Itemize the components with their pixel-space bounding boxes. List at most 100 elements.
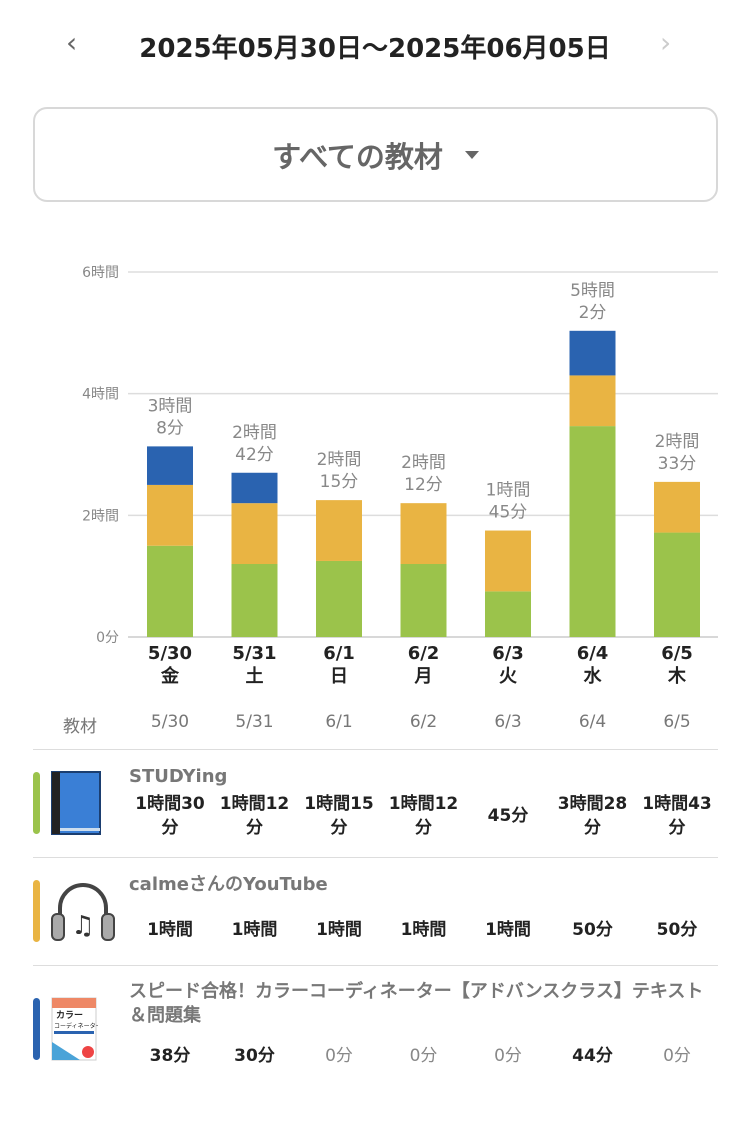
bar-segment-calmeさんのYouT [147,484,193,546]
table-header-date: 5/30 [150,712,190,732]
x-tick-date: 6/1 [323,643,355,664]
bar-segment-スピード合格！カラーコー [147,446,193,485]
material-time-value: 1時間 [147,920,193,940]
book-cover-icon: カラー コーディネーター [50,996,112,1062]
total-label-hours: 2時間 [401,453,446,473]
material-name: STUDYing [129,766,228,787]
bar-segment-calmeさんのYouT [316,500,362,561]
material-filter-label: すべての教材 [272,139,443,174]
date-range-header: ‹ 2025年05月30日〜2025年06月05日 › [0,22,750,66]
total-label-minutes: 33分 [658,454,697,474]
color-indicator [33,880,40,942]
bar-segment-calmeさんのYouT [485,530,531,592]
table-header-date: 6/4 [578,712,607,732]
total-label-hours: 3時間 [148,396,193,416]
svg-text:カラー: カラー [56,1010,83,1021]
material-time-value: 0分 [409,1046,438,1066]
table-header-date: 5/31 [235,712,274,732]
table-header-date: 6/1 [325,712,353,732]
date-range-title: 2025年05月30日〜2025年06月05日 [139,34,611,64]
material-time-value: 1時間30分 [135,794,205,838]
total-label-hours: 5時間 [570,281,615,301]
y-tick-label: 0分 [96,630,119,646]
next-week-chevron-right-icon[interactable]: › [660,26,672,59]
material-time-value: 0分 [663,1046,691,1066]
x-tick-date: 6/4 [577,643,609,664]
material-time-value: 1時間 [316,920,362,940]
material-time-value: 50分 [572,920,613,940]
divider [33,749,718,750]
x-tick-date: 6/3 [492,643,524,664]
color-indicator [33,772,40,834]
x-tick-weekday: 日 [330,666,348,687]
material-name: calmeさんのYouTube [129,874,328,895]
total-label-hours: 2時間 [655,432,700,452]
material-time-value: 1時間 [231,920,278,940]
bar-segment-calmeさんのYouT [400,503,447,564]
bar-segment-STUDYing [316,560,362,637]
bar-segment-スピード合格！カラーコー [569,330,616,376]
y-tick-label: 2時間 [82,508,119,524]
total-label-minutes: 12分 [404,475,443,495]
material-row[interactable]: カラー コーディネーター スピード合格！カラーコーディネーター【アドバンスクラス】テ… [0,966,750,1073]
table-header: 教材 5/30 5/31 6/1 6/2 6/3 6/4 6/5 [0,712,750,740]
book-icon [50,770,112,836]
color-indicator [33,998,40,1060]
material-time-value: 1時間 [400,920,447,940]
material-time-value: 45分 [487,806,529,826]
material-time-value: 1時間 [485,920,531,940]
total-label-minutes: 2分 [579,303,607,323]
x-tick-date: 5/30 [148,643,192,664]
material-time-value: 44分 [572,1046,613,1066]
total-label-minutes: 8分 [156,418,184,438]
bar-segment-calmeさんのYouT [569,375,616,427]
prev-week-chevron-left-icon[interactable]: ‹ [66,26,78,59]
material-row[interactable]: STUDYing 1時間30分 1時間12分 1時間15分 1時間12分 45分 3時間28… [0,750,750,857]
x-tick-date: 6/2 [408,643,440,664]
y-tick-label: 6時間 [82,265,119,281]
bar-segment-STUDYing [485,591,531,637]
material-time-value: 1時間12分 [388,794,459,838]
x-tick-date: 5/31 [232,643,276,664]
x-tick-weekday: 土 [246,666,264,687]
material-row[interactable]: ♫ calmeさんのYouTube 1時間 1時間 1時間 1時間 1時間 50分 50分 [0,858,750,965]
material-time-value: 3時間28分 [557,794,628,838]
material-filter-dropdown[interactable]: すべての教材 [33,107,718,202]
bar-segment-STUDYing [654,532,700,637]
total-label-hours: 2時間 [317,450,362,470]
divider [33,965,718,966]
total-label-minutes: 15分 [320,472,359,492]
x-tick-weekday: 水 [584,665,603,687]
total-label-hours: 1時間 [486,481,531,501]
x-tick-weekday: 火 [499,666,518,687]
material-time-value: 30分 [234,1046,275,1066]
x-tick-weekday: 金 [160,665,180,687]
material-time-value: 1時間15分 [304,794,374,838]
material-time-value: 50分 [656,920,698,940]
x-tick-weekday: 木 [667,665,687,687]
material-time-value: 1時間43分 [642,794,712,838]
caret-down-icon [464,150,479,159]
stacked-bar-chart: 0分2時間4時間6時間3時間8分5/30金2時間42分5/31土2時間15分6/… [82,265,718,687]
total-label-minutes: 42分 [235,445,274,465]
material-time-value: 38分 [149,1046,191,1066]
bar-segment-STUDYing [147,545,193,637]
total-label-minutes: 45分 [489,503,528,523]
material-time-value: 1時間12分 [219,794,290,838]
svg-text:コーディネーター: コーディネーター [54,1022,98,1030]
divider [33,857,718,858]
table-header-material: 教材 [63,717,97,737]
bar-segment-STUDYing [400,564,447,637]
table-header-date: 6/5 [663,712,691,732]
total-label-hours: 2時間 [232,423,277,443]
bar-segment-STUDYing [231,564,278,637]
material-time-value: 0分 [325,1046,353,1066]
material-name: スピード合格！カラーコーディネーター【アドバンスクラス】テキスト＆問題集 [129,981,704,1026]
x-tick-date: 6/5 [661,643,693,664]
bar-segment-STUDYing [569,426,616,637]
material-time-value: 0分 [494,1046,522,1066]
svg-text:♫: ♫ [71,911,94,941]
bar-segment-スピード合格！カラーコー [231,472,278,504]
y-tick-label: 4時間 [82,387,119,403]
table-header-date: 6/3 [494,712,522,732]
